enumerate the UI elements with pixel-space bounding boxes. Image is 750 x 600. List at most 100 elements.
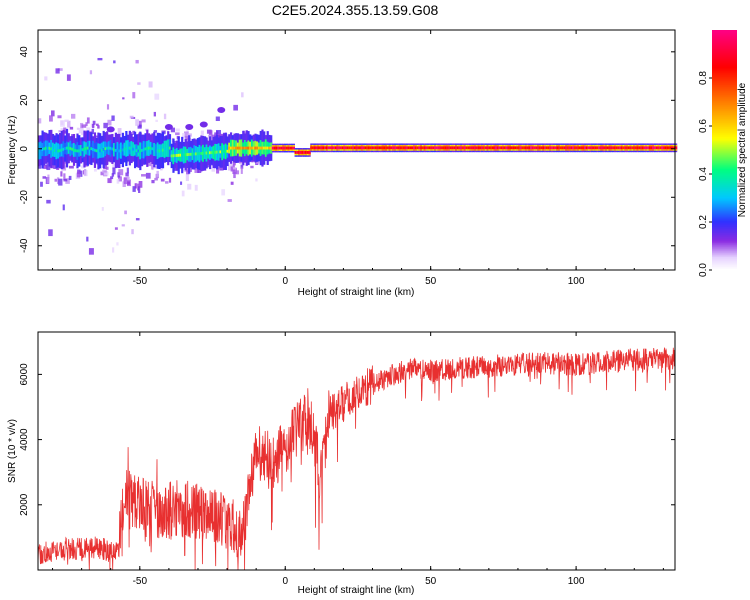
ridge-core	[619, 146, 622, 150]
colorbar-cell	[712, 226, 737, 229]
ridge-core	[76, 149, 79, 153]
ridge-core	[556, 146, 559, 150]
ridge-core	[484, 146, 487, 150]
ridge-core	[510, 146, 514, 150]
ridge-core	[627, 146, 631, 150]
ridge-core	[168, 146, 172, 150]
noise-cell	[81, 132, 85, 135]
top-y-tick-label: -40	[19, 238, 30, 253]
ridge-core	[584, 146, 587, 150]
ridge-core	[247, 146, 250, 150]
ridge-core	[655, 146, 659, 150]
ridge-core	[198, 152, 201, 156]
colorbar-cell	[712, 218, 737, 221]
noise-cell	[155, 119, 158, 122]
ridge-core	[202, 151, 205, 155]
ridge-core	[483, 146, 486, 150]
ridge-core	[140, 148, 144, 152]
ridge-core	[113, 148, 116, 152]
ridge-core	[601, 146, 604, 150]
ridge-core	[144, 147, 147, 151]
colorbar-cell	[712, 128, 737, 131]
ridge-core	[301, 150, 304, 154]
colorbar-cell	[712, 82, 737, 85]
ridge-core	[252, 146, 255, 150]
ridge-core	[376, 146, 379, 150]
noise-cell	[112, 247, 115, 253]
ridge-core	[502, 146, 505, 150]
ridge-core	[318, 146, 322, 150]
colorbar-cell	[712, 206, 737, 209]
noise-cell	[185, 167, 190, 171]
noise-cell	[76, 127, 80, 130]
noise-cell	[124, 210, 127, 215]
colorbar-tick-label: 0.2	[698, 215, 709, 229]
ridge-core	[191, 152, 194, 156]
noise-cell	[65, 178, 70, 184]
ridge-core	[338, 146, 341, 150]
ridge-core	[305, 150, 308, 154]
ridge-core	[411, 146, 414, 150]
ridge-core	[177, 153, 180, 157]
ridge-core	[507, 146, 510, 150]
ridge-core	[298, 150, 301, 154]
ridge-core	[233, 146, 236, 150]
bottom-y-axis-label: SNR (10 * v/v)	[7, 419, 18, 483]
colorbar-tick-label: 0.8	[698, 71, 709, 85]
ridge-core	[647, 146, 650, 150]
ridge-core	[544, 146, 547, 150]
ridge-core	[577, 146, 580, 150]
ridge-core	[120, 149, 123, 153]
ridge-core	[182, 153, 186, 157]
ridge-core	[654, 146, 657, 150]
ridge-core	[142, 148, 145, 152]
noise-cell	[46, 199, 51, 204]
noise-cell	[175, 128, 180, 132]
ridge-core	[104, 147, 107, 151]
noise-cell	[134, 183, 137, 189]
ridge-core	[514, 146, 517, 150]
ridge-core	[170, 154, 173, 158]
ridge-core	[456, 146, 460, 150]
ridge-core	[671, 146, 674, 150]
noise-cell	[122, 97, 125, 100]
ridge-core	[310, 146, 313, 150]
noise-cell	[187, 133, 192, 137]
noise-cell	[148, 81, 153, 88]
colorbar-cell	[712, 32, 737, 35]
ridge-core	[53, 148, 56, 152]
ridge-core	[451, 146, 454, 150]
ridge-core	[287, 146, 290, 150]
ridge-core	[242, 146, 245, 150]
ridge-core	[402, 146, 405, 150]
ridge-core	[673, 146, 676, 150]
ridge-core	[203, 151, 206, 155]
ridge-core	[414, 146, 418, 150]
ridge-core	[488, 146, 491, 150]
ridge-core	[500, 146, 503, 150]
colorbar-cell	[712, 212, 737, 215]
colorbar-cell	[712, 74, 737, 77]
noise-cell	[118, 169, 124, 176]
ridge-core	[334, 146, 337, 150]
colorbar-cell	[712, 232, 737, 235]
bottom-x-tick-label: -50	[133, 576, 148, 587]
colorbar-cell	[712, 60, 737, 63]
ridge-core	[67, 146, 70, 150]
noise-cell	[185, 174, 189, 182]
ridge-core	[495, 146, 498, 150]
noise-cell	[240, 167, 243, 174]
noise-cell	[235, 170, 240, 175]
ridge-core	[324, 146, 327, 150]
noise-cell	[83, 170, 88, 177]
noise-cell	[175, 132, 180, 136]
ridge-core	[633, 146, 636, 150]
noise-cell	[216, 135, 221, 140]
ridge-core	[284, 146, 287, 150]
ridge-core	[423, 146, 426, 150]
noise-cell	[47, 174, 50, 179]
ridge-core	[355, 146, 358, 150]
noise-cell	[57, 115, 62, 119]
colorbar-cell	[712, 178, 737, 181]
ridge-core	[675, 146, 678, 150]
